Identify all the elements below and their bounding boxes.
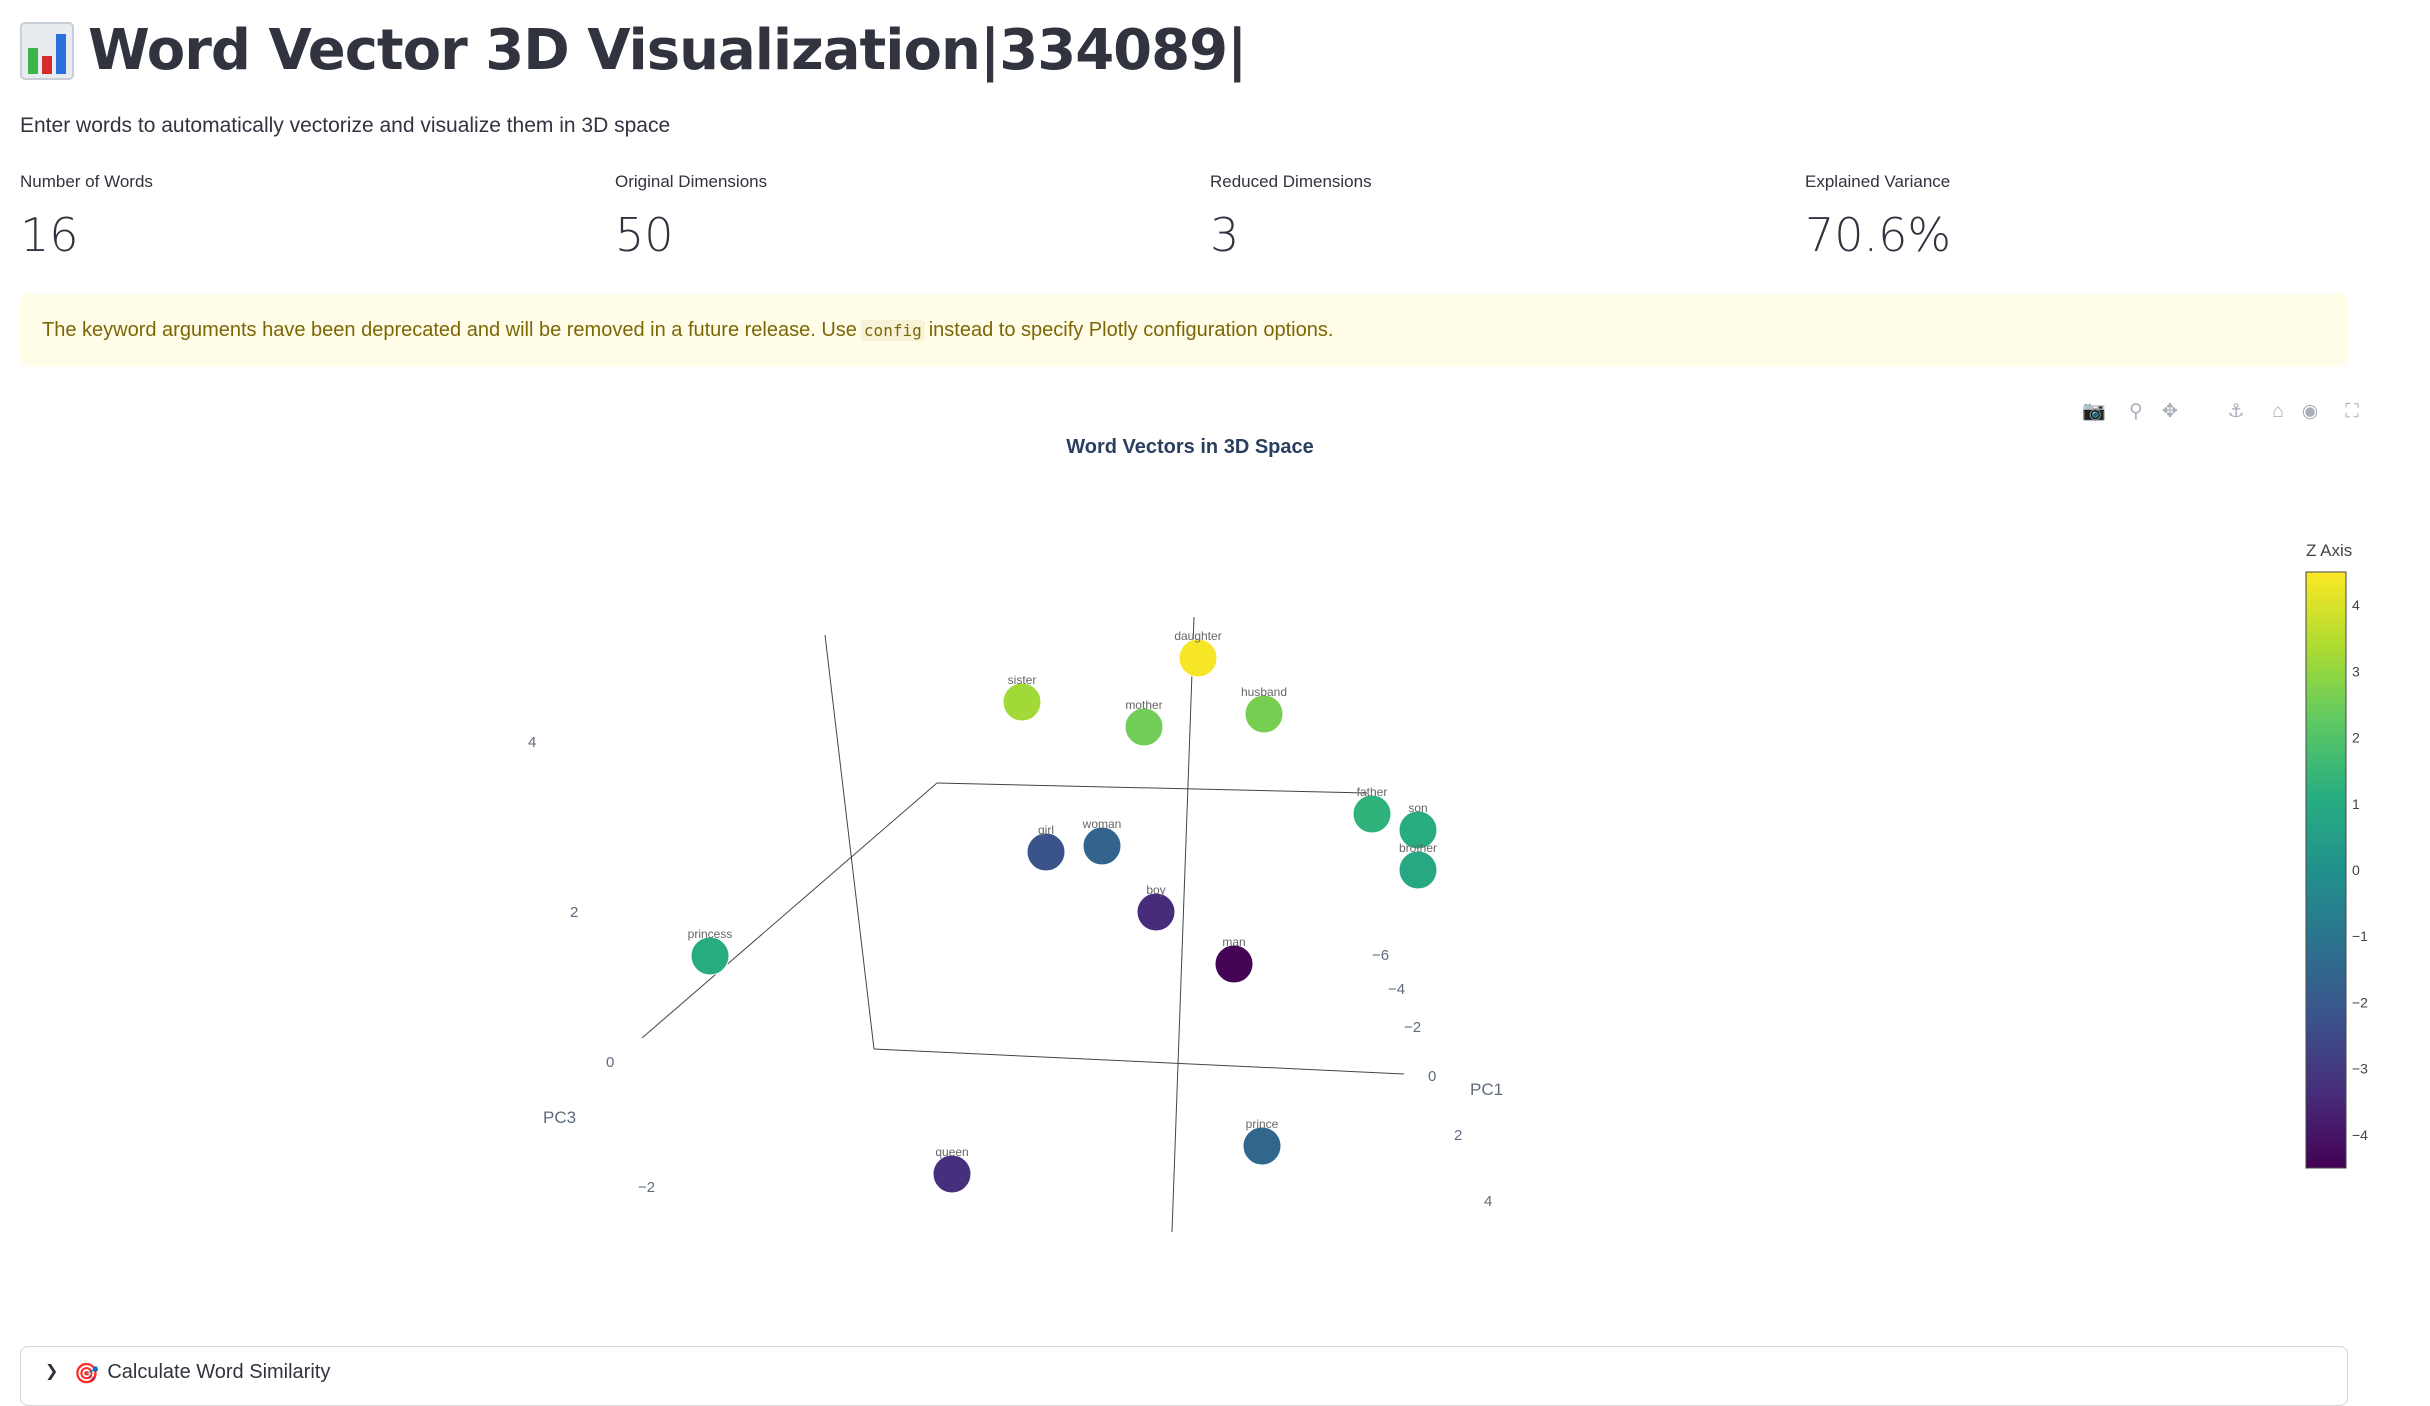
point-label-husband: husband xyxy=(1241,685,1287,699)
pc3-tick: 4 xyxy=(528,734,536,751)
point-label-brother: brother xyxy=(1399,841,1437,855)
point-husband[interactable] xyxy=(1244,694,1284,734)
metric-number-of-words: Number of Words 16 xyxy=(20,172,580,262)
point-sister[interactable] xyxy=(1002,682,1042,722)
colorbar-title: Z Axis xyxy=(2306,541,2352,560)
pc3-tick: −2 xyxy=(638,1179,655,1196)
home-icon[interactable]: ⌂ xyxy=(2272,401,2284,422)
point-label-woman: woman xyxy=(1082,817,1122,831)
bar-chart-emoji-icon xyxy=(20,21,74,80)
scene-edge xyxy=(936,782,1368,794)
point-label-father: father xyxy=(1357,785,1388,799)
fullscreen-icon[interactable]: ⛶ xyxy=(2345,401,2359,422)
point-label-man: man xyxy=(1222,935,1245,949)
video-icon[interactable]: ◉ xyxy=(2301,401,2319,422)
point-label-boy: boy xyxy=(1146,883,1165,897)
metric-value: 50 xyxy=(615,208,674,262)
deprecation-warning: The keyword arguments have been deprecat… xyxy=(20,294,2348,366)
pc3-tick: 0 xyxy=(606,1054,614,1071)
metric-label: Reduced Dimensions xyxy=(1210,172,1372,191)
word-vector-3d-chart[interactable]: −6 −4 −2 0 2 4 4 2 0 −2 PC1 PC3 daughter… xyxy=(0,430,2430,1250)
colorbar-tick: 3 xyxy=(2352,663,2360,679)
metric-explained-variance: Explained Variance 70.6% xyxy=(1805,172,2365,262)
chevron-right-icon: ❯ xyxy=(45,1363,59,1380)
point-label-girl: girl xyxy=(1038,823,1054,837)
axis-ticks: −6 −4 −2 0 2 4 4 2 0 −2 xyxy=(528,734,1492,1210)
point-label-sister: sister xyxy=(1008,673,1037,687)
colorbar-tick: −2 xyxy=(2352,994,2368,1010)
pc1-tick: 4 xyxy=(1484,1193,1492,1210)
pc1-axis-title: PC1 xyxy=(1470,1080,1503,1099)
scene-edge xyxy=(1171,616,1195,1233)
point-daughter[interactable] xyxy=(1178,638,1218,678)
page-title-text: Word Vector 3D Visualization|334089| xyxy=(88,18,1248,83)
colorbar-tick: 0 xyxy=(2352,862,2360,878)
points-layer: daughter sister mother husband father son brot… xyxy=(688,629,1438,1194)
point-label-daughter: daughter xyxy=(1174,629,1221,643)
colorbar-ticks: 4 3 2 1 0 −1 −2 −3 −4 xyxy=(2352,597,2368,1143)
point-man[interactable] xyxy=(1214,944,1254,984)
point-boy[interactable] xyxy=(1136,892,1176,932)
warning-code: config xyxy=(860,319,925,341)
pc3-tick: 2 xyxy=(570,904,578,921)
colorbar-tick: −3 xyxy=(2352,1061,2368,1077)
pc1-tick: −6 xyxy=(1372,947,1389,964)
pan-icon[interactable]: ✥ xyxy=(2162,401,2178,422)
colorbar-gradient xyxy=(2305,571,2347,1169)
warning-text-after: instead to specify Plotly configuration … xyxy=(928,318,1334,341)
expander-label: Calculate Word Similarity xyxy=(107,1361,331,1383)
colorbar-tick: −1 xyxy=(2352,928,2368,944)
point-label-queen: queen xyxy=(935,1145,968,1159)
metric-label: Number of Words xyxy=(20,172,153,191)
warning-text-before: The keyword arguments have been deprecat… xyxy=(42,318,857,341)
metric-reduced-dimensions: Reduced Dimensions 3 xyxy=(1210,172,1770,262)
word-similarity-expander[interactable]: ❯ 🎯 Calculate Word Similarity xyxy=(20,1346,2348,1406)
colorbar-tick: 4 xyxy=(2352,597,2360,613)
orbit-icon[interactable]: ⚓ xyxy=(2227,401,2245,422)
chart-title: Word Vectors in 3D Space xyxy=(1066,436,1314,458)
scene-edge xyxy=(824,634,875,1050)
pc3-axis-title: PC3 xyxy=(543,1108,576,1127)
pc1-tick: −2 xyxy=(1404,1019,1421,1036)
point-mother[interactable] xyxy=(1124,707,1164,747)
point-woman[interactable] xyxy=(1082,826,1122,866)
pc1-tick: 0 xyxy=(1428,1068,1436,1085)
point-princess[interactable] xyxy=(690,936,730,976)
scene-edge xyxy=(873,1048,1405,1075)
point-girl[interactable] xyxy=(1026,832,1066,872)
point-father[interactable] xyxy=(1352,794,1392,834)
colorbar-tick: −4 xyxy=(2352,1127,2368,1143)
colorbar-tick: 1 xyxy=(2352,796,2360,812)
metric-original-dimensions: Original Dimensions 50 xyxy=(615,172,1175,262)
metric-label: Explained Variance xyxy=(1805,172,1951,191)
point-label-princess: princess xyxy=(688,927,733,941)
page-subtitle: Enter words to automatically vectorize a… xyxy=(20,114,671,137)
scene-edge xyxy=(641,782,938,1039)
camera-icon[interactable]: 📷 xyxy=(2082,401,2106,422)
metric-value: 70.6% xyxy=(1805,208,1952,262)
point-prince[interactable] xyxy=(1242,1126,1282,1166)
plot-modebar: 📷 ⚲ ✥ ⚓ ⌂ ◉ ⛶ xyxy=(2058,400,2359,428)
point-queen[interactable] xyxy=(932,1154,972,1194)
zoom-icon[interactable]: ⚲ xyxy=(2129,401,2143,422)
page-title: Word Vector 3D Visualization|334089| xyxy=(20,18,1248,83)
chart-svg[interactable]: −6 −4 −2 0 2 4 4 2 0 −2 PC1 PC3 daughter… xyxy=(0,430,2430,1250)
point-brother[interactable] xyxy=(1398,850,1438,890)
pc1-tick: −4 xyxy=(1388,981,1405,998)
dart-icon: 🎯 xyxy=(74,1363,100,1385)
metric-value: 3 xyxy=(1210,208,1240,262)
point-label-mother: mother xyxy=(1125,698,1162,712)
pc1-tick: 2 xyxy=(1454,1127,1462,1144)
point-label-prince: prince xyxy=(1246,1117,1279,1131)
point-label-son: son xyxy=(1408,801,1427,815)
metric-label: Original Dimensions xyxy=(615,172,768,191)
metric-value: 16 xyxy=(20,208,79,262)
point-son[interactable] xyxy=(1398,810,1438,850)
scene-box xyxy=(641,616,1405,1233)
colorbar-tick: 2 xyxy=(2352,730,2360,746)
